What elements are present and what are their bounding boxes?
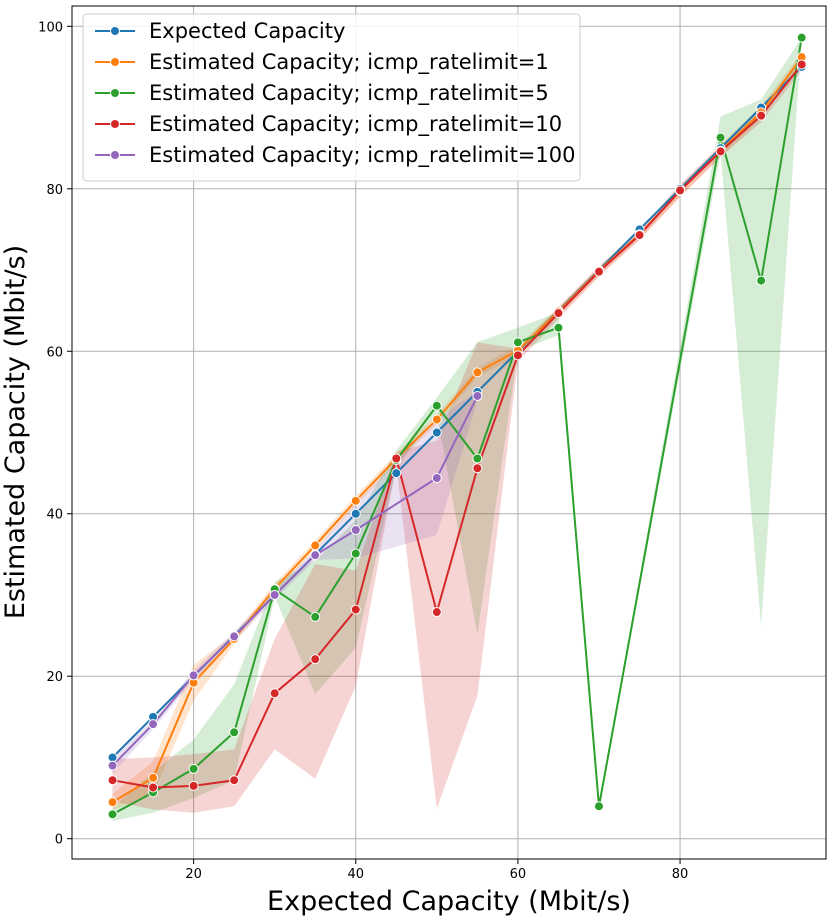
series-3-point [796, 32, 807, 43]
series-4-point [796, 59, 807, 70]
y-tick-label: 40 [46, 508, 63, 523]
series-5-point [269, 589, 280, 600]
series-5-point [188, 670, 199, 681]
legend-swatch-marker [110, 57, 120, 67]
series-5-point [472, 390, 483, 401]
series-2-point [148, 772, 159, 783]
series-4-point [472, 463, 483, 474]
x-tick-label: 60 [510, 867, 527, 882]
series-3-point [472, 453, 483, 464]
series-4-point [269, 688, 280, 699]
legend-entry: Estimated Capacity; icmp_ratelimit=100 [95, 143, 575, 168]
series-3-point [107, 809, 118, 820]
series-3-point [593, 801, 604, 812]
series-4-point [512, 350, 523, 361]
series-2-point [472, 367, 483, 378]
y-tick-label: 80 [46, 183, 63, 198]
series-3-point [350, 548, 361, 559]
series-3-point [229, 727, 240, 738]
series-4-point [229, 775, 240, 786]
legend-entry: Estimated Capacity; icmp_ratelimit=1 [95, 50, 549, 75]
legend: Expected Capacity Estimated Capacity; icm… [82, 13, 581, 182]
y-tick-label: 100 [38, 20, 63, 35]
series-3-point [553, 322, 564, 333]
legend-label: Estimated Capacity; icmp_ratelimit=1 [149, 50, 549, 75]
series-5-band [112, 391, 478, 774]
legend-swatch-marker [110, 119, 120, 129]
legend-entry: Expected Capacity [95, 19, 345, 43]
series-3-point [756, 275, 767, 286]
series-4-point [148, 782, 159, 793]
legend-label: Estimated Capacity; icmp_ratelimit=5 [149, 81, 549, 106]
series-3-band [112, 37, 802, 821]
plot-frame [71, 5, 827, 860]
series-2-point [310, 540, 321, 551]
y-tick-label: 60 [46, 345, 63, 360]
legend-box [82, 13, 581, 182]
series-2-point [350, 495, 361, 506]
series-5-point [229, 631, 240, 642]
series-5-point [350, 524, 361, 535]
series-4-point [675, 185, 686, 196]
series-4-point [188, 780, 199, 791]
x-tick-label: 20 [185, 867, 202, 882]
series-3-point [715, 132, 726, 143]
series-2-band [112, 52, 802, 811]
series-5-point [431, 472, 442, 483]
series-4-point [634, 230, 645, 241]
series-3-point [188, 763, 199, 774]
legend-label: Estimated Capacity; icmp_ratelimit=100 [149, 143, 575, 168]
series-1-point [391, 468, 402, 479]
series-3-point [512, 337, 523, 348]
x-tick-label: 40 [347, 867, 364, 882]
series-3-point [431, 400, 442, 411]
series-2-point [431, 414, 442, 425]
y-axis-label: Estimated Capacity (Mbit/s) [0, 245, 31, 619]
legend-label: Expected Capacity [149, 19, 345, 43]
series-4-point [553, 308, 564, 319]
series-3-line [112, 37, 803, 816]
y-tick-label: 20 [46, 670, 63, 685]
series-4-point [310, 654, 321, 665]
series-5-point [310, 550, 321, 561]
legend-swatch-marker [110, 26, 120, 36]
x-tick-label: 80 [672, 867, 689, 882]
legend-swatch-marker [110, 88, 120, 98]
series-4-point [391, 453, 402, 464]
series-4-point [756, 110, 767, 121]
series-4-line [112, 63, 803, 789]
legend-entry: Estimated Capacity; icmp_ratelimit=10 [95, 112, 562, 137]
series-4-point [350, 604, 361, 615]
series-5-point [107, 760, 118, 771]
series-4-point [431, 607, 442, 618]
legend-swatch-marker [110, 150, 120, 160]
x-axis-label: Expected Capacity (Mbit/s) [267, 886, 631, 917]
series-4-point [593, 266, 604, 277]
series-2-point [107, 797, 118, 808]
series-3-point [310, 611, 321, 622]
legend-entry: Estimated Capacity; icmp_ratelimit=5 [95, 81, 549, 106]
y-tick-label: 0 [55, 833, 63, 848]
series-4-point [107, 775, 118, 786]
series-5-point [148, 719, 159, 730]
series-lines [111, 37, 803, 816]
series-points [107, 32, 807, 820]
legend-label: Estimated Capacity; icmp_ratelimit=10 [149, 112, 562, 137]
series-1-point [350, 508, 361, 519]
axis-ticks: 20 40 60 80 0 20 40 60 80 100 [38, 20, 688, 882]
series-4-point [715, 146, 726, 157]
series-1-point [431, 427, 442, 438]
